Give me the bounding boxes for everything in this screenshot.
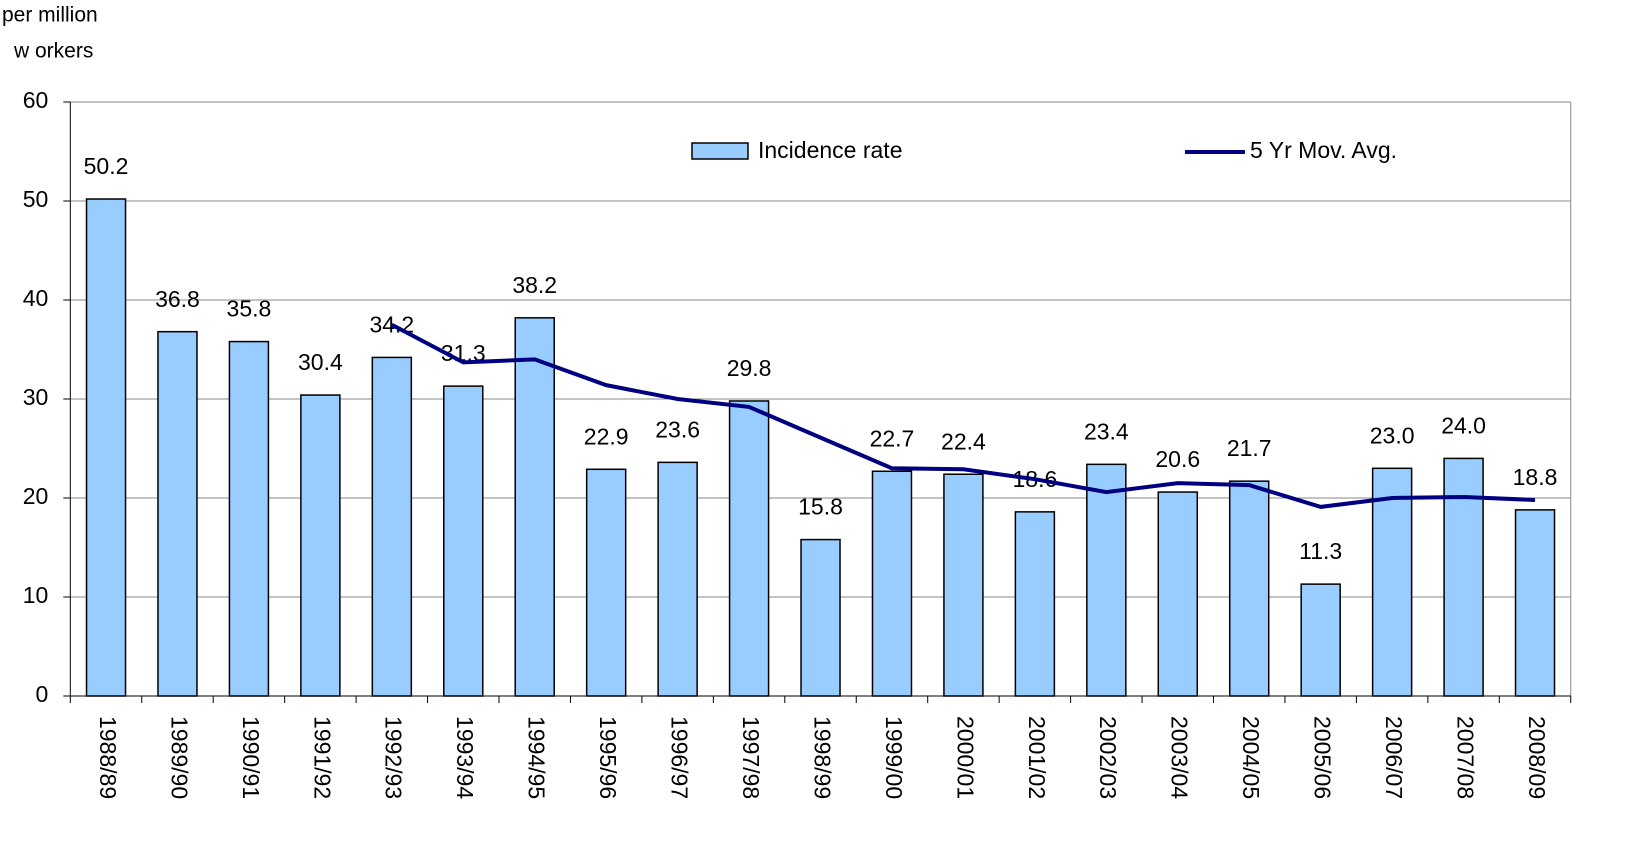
x-tick-label: 1999/00 [881, 716, 907, 799]
bar [1086, 463, 1127, 697]
data-label: 35.8 [227, 296, 272, 322]
bar [1514, 509, 1556, 697]
data-label: 36.8 [155, 286, 200, 312]
x-tick-label: 1988/89 [95, 716, 121, 799]
data-label: 22.9 [584, 423, 629, 449]
y-axis-label: per million [2, 4, 98, 27]
x-tick-label: 1989/90 [166, 716, 192, 799]
y-tick-label: 40 [23, 285, 49, 311]
data-label: 29.8 [727, 355, 772, 381]
legend-swatch [691, 142, 749, 160]
data-label: 24.0 [1441, 412, 1486, 438]
y-tick-label: 30 [23, 384, 49, 410]
x-tick-label: 2007/08 [1452, 716, 1478, 799]
data-label: 15.8 [798, 494, 843, 520]
x-tick-label: 2002/03 [1095, 716, 1121, 799]
x-tick-label: 1997/98 [738, 716, 764, 799]
y-tick-label: 20 [23, 483, 49, 509]
y-tick-label: 10 [23, 582, 49, 608]
x-tick-label: 1993/94 [452, 716, 478, 799]
x-tick-label: 1996/97 [667, 716, 693, 799]
bar [371, 356, 413, 697]
data-label: 23.4 [1084, 418, 1129, 444]
bar [585, 468, 627, 697]
bar [1228, 480, 1270, 697]
legend-label: Incidence rate [758, 137, 902, 163]
bar [514, 317, 555, 697]
data-label: 22.7 [870, 425, 915, 451]
bar [228, 340, 270, 697]
y-axis-label: w orkers [13, 40, 93, 63]
bar [1371, 467, 1413, 697]
bar [85, 198, 127, 697]
bar [157, 330, 198, 697]
y-tick-label: 60 [23, 87, 49, 113]
x-tick-label: 2003/04 [1167, 716, 1193, 799]
legend-label: 5 Yr Mov. Avg. [1250, 137, 1397, 163]
x-tick-label: 1995/96 [595, 716, 621, 799]
x-tick-label: 1991/92 [309, 716, 335, 799]
y-tick-label: 50 [23, 186, 49, 212]
bar [728, 400, 770, 697]
data-label: 23.0 [1370, 422, 1415, 448]
bar [657, 461, 698, 697]
x-tick-label: 1990/91 [238, 716, 264, 799]
data-label: 30.4 [298, 349, 343, 375]
x-tick-label: 1994/95 [524, 716, 550, 799]
data-label: 21.7 [1227, 435, 1272, 461]
bar [300, 394, 341, 697]
moving-average-line [390, 322, 1536, 509]
bar [1300, 583, 1341, 697]
bar [800, 538, 841, 697]
x-tick-label: 2008/09 [1524, 716, 1550, 799]
bar [1443, 457, 1484, 697]
data-label: 38.2 [512, 272, 557, 298]
x-tick-label: 1992/93 [381, 716, 407, 799]
x-tick-label: 2006/07 [1381, 716, 1407, 799]
x-tick-label: 2005/06 [1310, 716, 1336, 799]
x-tick-label: 2001/02 [1024, 716, 1050, 799]
data-label: 20.6 [1155, 446, 1200, 472]
bar [1014, 511, 1056, 697]
data-label: 23.6 [655, 416, 700, 442]
x-tick-label: 2000/01 [952, 716, 978, 799]
bar [1157, 491, 1199, 697]
x-tick-label: 1998/99 [809, 716, 835, 799]
x-tick-label: 2004/05 [1238, 716, 1264, 799]
data-label: 50.2 [84, 153, 129, 179]
data-label: 18.8 [1513, 464, 1558, 490]
y-tick-label: 0 [36, 681, 49, 707]
data-label: 22.4 [941, 428, 986, 454]
bar [871, 470, 913, 697]
bar [943, 473, 984, 697]
data-label: 11.3 [1299, 538, 1342, 564]
bar [443, 385, 484, 697]
